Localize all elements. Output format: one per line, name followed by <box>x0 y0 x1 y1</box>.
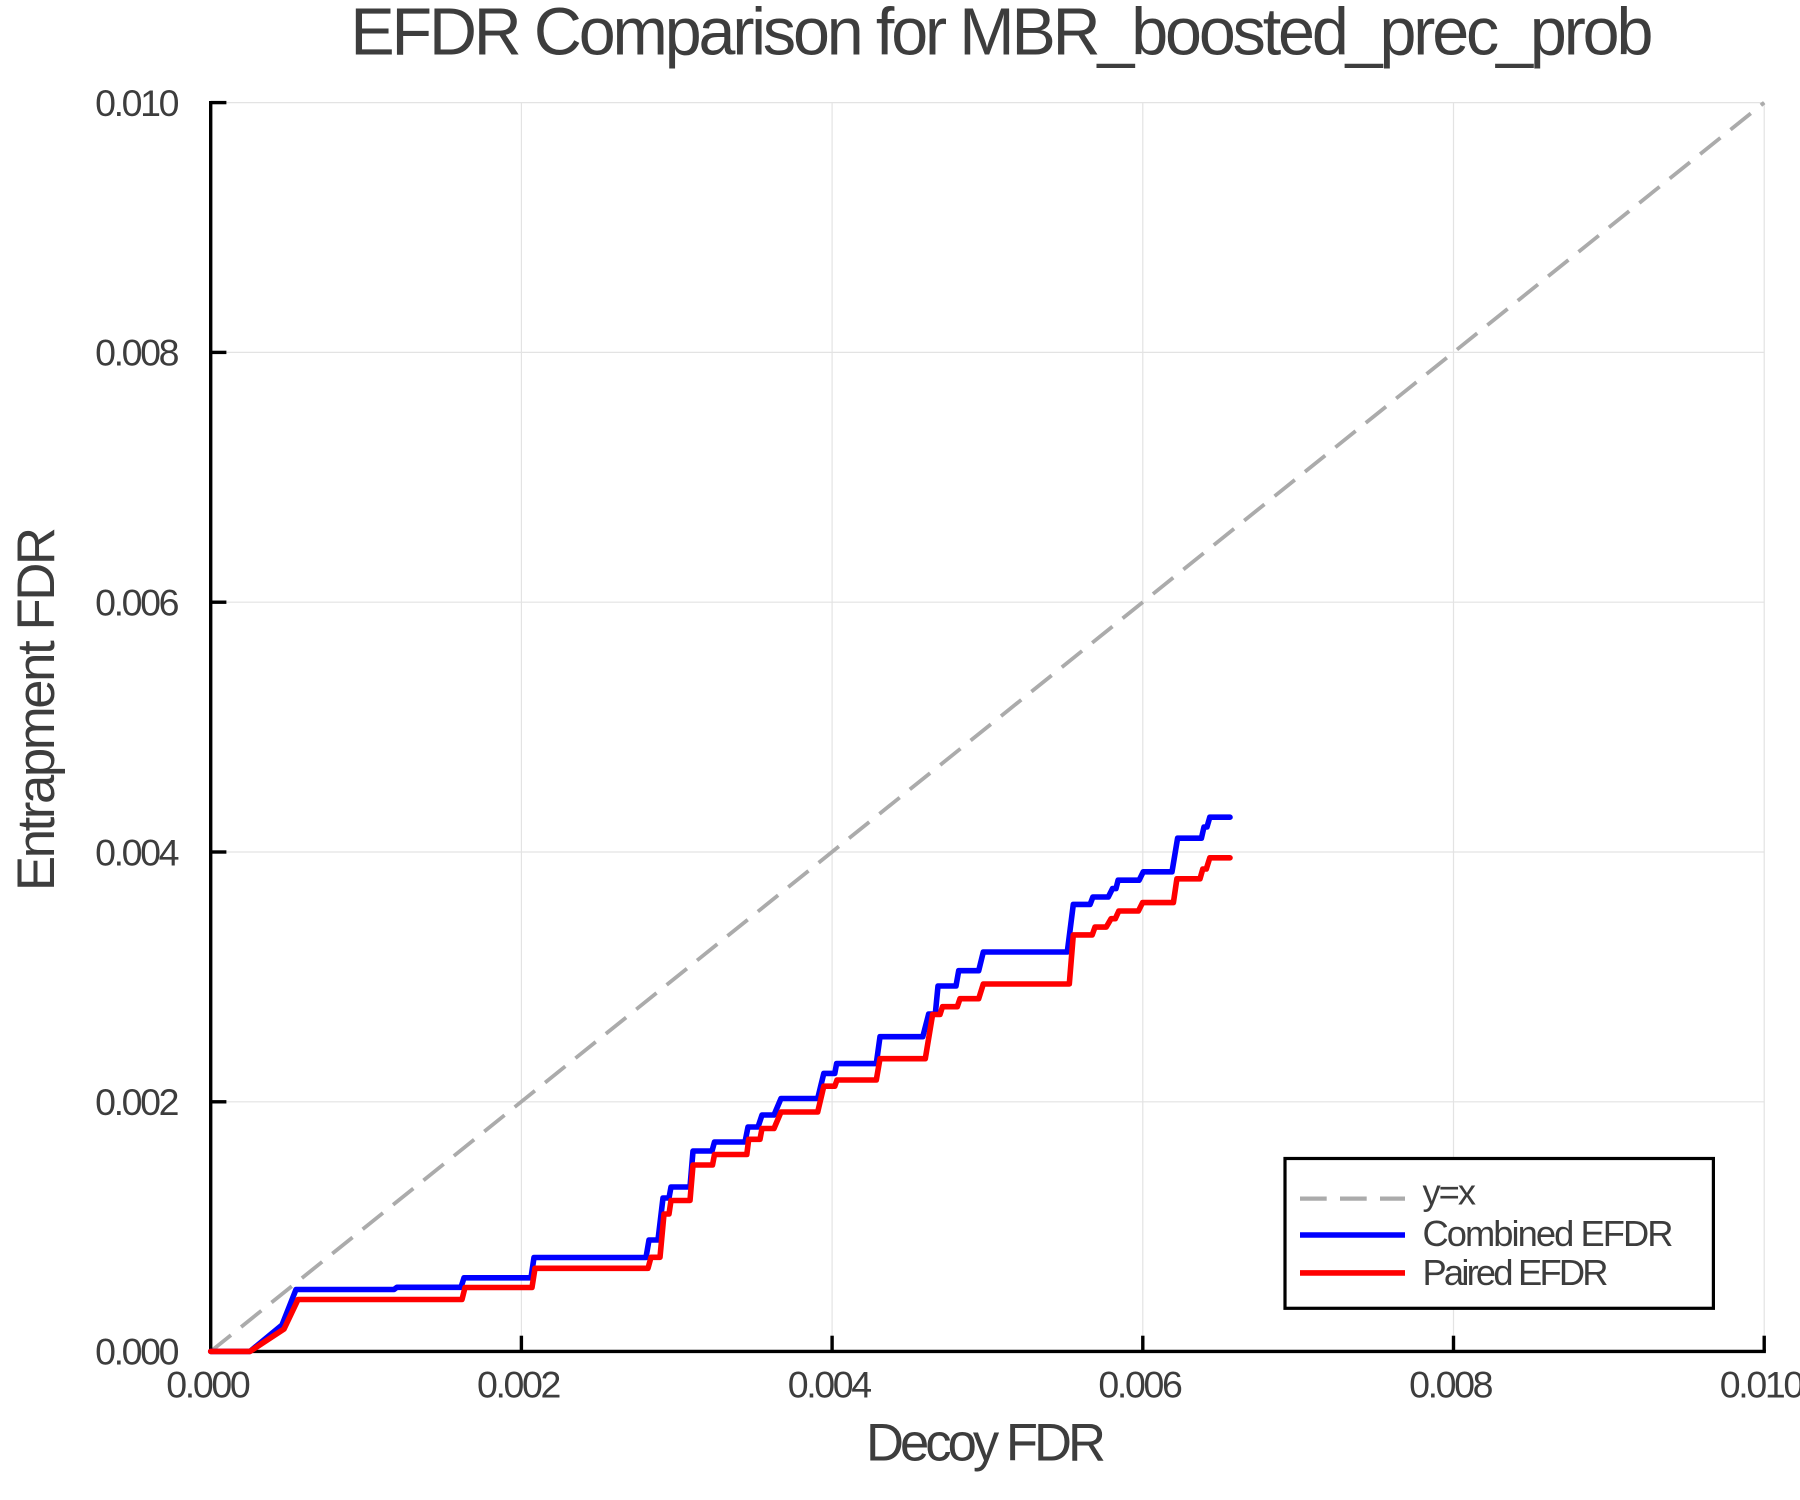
svg-text:0.008: 0.008 <box>1409 1364 1493 1406</box>
svg-text:Paired EFDR: Paired EFDR <box>1423 1252 1609 1293</box>
svg-text:Combined EFDR: Combined EFDR <box>1423 1213 1674 1254</box>
svg-text:0.006: 0.006 <box>95 582 179 624</box>
svg-text:0.008: 0.008 <box>95 332 179 374</box>
svg-text:0.002: 0.002 <box>477 1364 561 1406</box>
svg-text:y=x: y=x <box>1423 1172 1477 1213</box>
svg-text:0.004: 0.004 <box>788 1364 872 1406</box>
svg-text:Entrapment FDR: Entrapment FDR <box>7 527 66 891</box>
svg-text:0.010: 0.010 <box>95 82 179 124</box>
svg-text:0.006: 0.006 <box>1098 1364 1182 1406</box>
svg-text:0.010: 0.010 <box>1720 1364 1800 1406</box>
svg-text:EFDR Comparison for MBR_booste: EFDR Comparison for MBR_boosted_prec_pro… <box>350 0 1653 70</box>
svg-text:0.002: 0.002 <box>95 1081 179 1123</box>
svg-text:0.004: 0.004 <box>95 831 179 873</box>
svg-text:Decoy FDR: Decoy FDR <box>866 1414 1106 1473</box>
svg-text:0.000: 0.000 <box>166 1364 250 1406</box>
svg-text:0.000: 0.000 <box>95 1331 179 1373</box>
